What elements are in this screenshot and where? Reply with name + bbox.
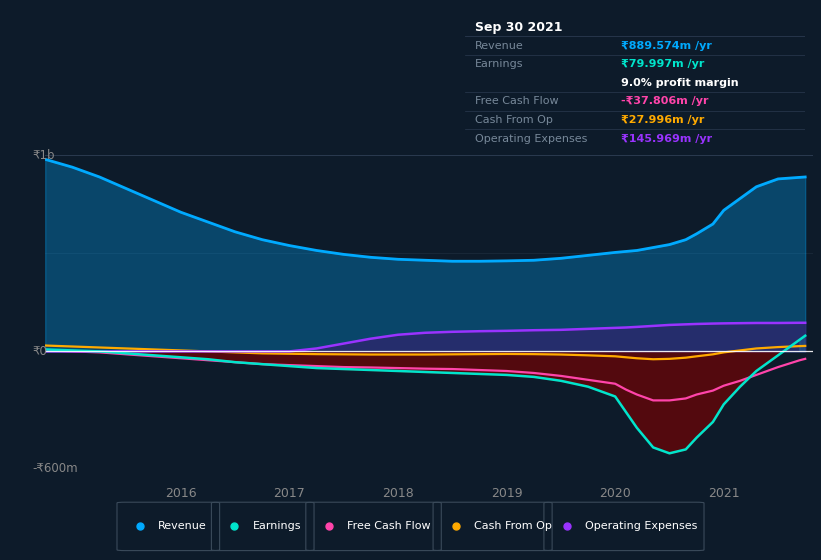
Text: Earnings: Earnings: [253, 521, 301, 531]
Text: Revenue: Revenue: [475, 40, 524, 50]
Text: ₹0: ₹0: [33, 345, 48, 358]
Text: Cash From Op: Cash From Op: [475, 521, 552, 531]
Text: -₹37.806m /yr: -₹37.806m /yr: [621, 96, 709, 106]
Text: ₹1b: ₹1b: [33, 149, 55, 162]
Text: ₹145.969m /yr: ₹145.969m /yr: [621, 134, 713, 144]
Text: ₹889.574m /yr: ₹889.574m /yr: [621, 40, 713, 50]
Text: 9.0% profit margin: 9.0% profit margin: [621, 78, 739, 88]
Text: Cash From Op: Cash From Op: [475, 115, 553, 125]
Text: Sep 30 2021: Sep 30 2021: [475, 21, 562, 34]
Text: Operating Expenses: Operating Expenses: [585, 521, 697, 531]
Text: Free Cash Flow: Free Cash Flow: [347, 521, 430, 531]
Text: Free Cash Flow: Free Cash Flow: [475, 96, 559, 106]
Text: ₹79.997m /yr: ₹79.997m /yr: [621, 59, 704, 69]
Text: -₹600m: -₹600m: [33, 463, 79, 475]
Text: Earnings: Earnings: [475, 59, 524, 69]
Text: ₹27.996m /yr: ₹27.996m /yr: [621, 115, 704, 125]
Text: Operating Expenses: Operating Expenses: [475, 134, 588, 144]
Text: Revenue: Revenue: [158, 521, 207, 531]
